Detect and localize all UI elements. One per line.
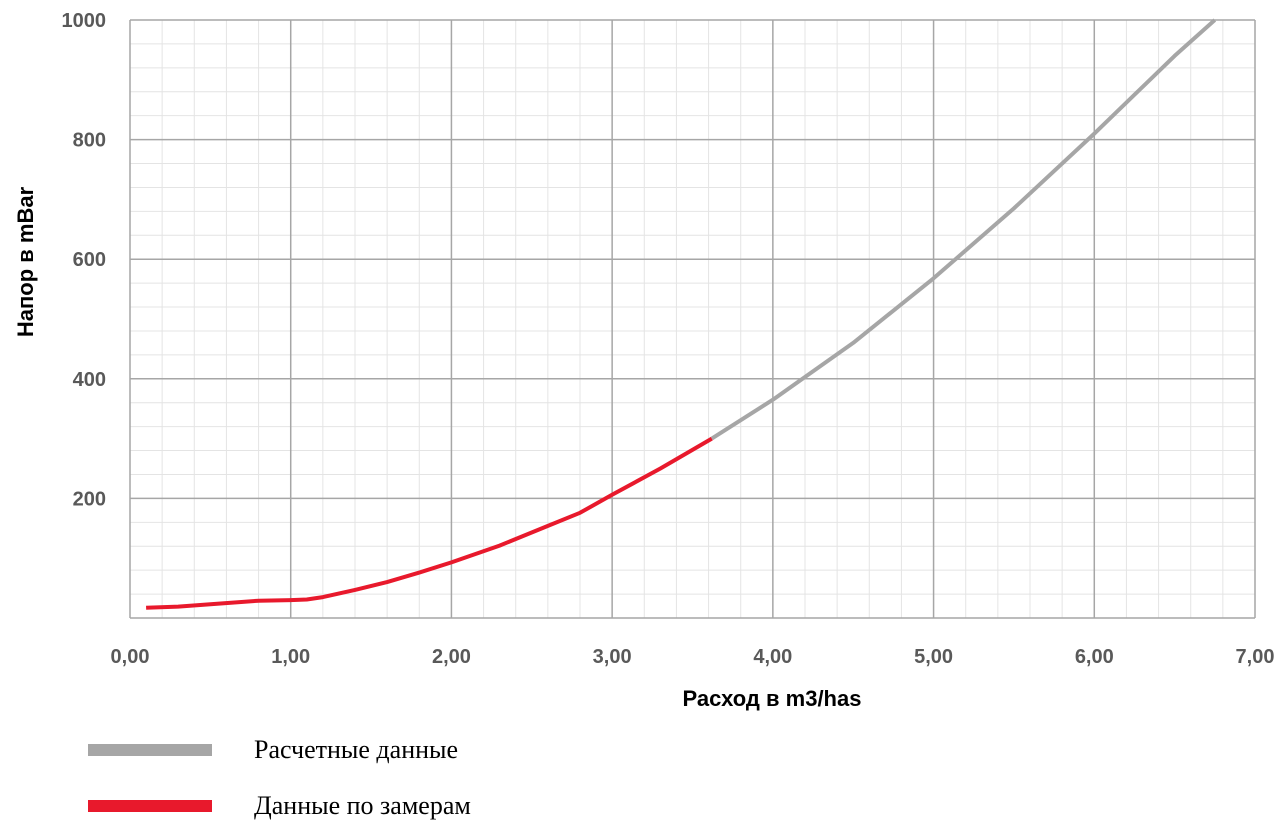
legend-swatch-1 bbox=[88, 800, 212, 812]
x-tick-label: 5,00 bbox=[914, 646, 953, 668]
series-line-0 bbox=[710, 18, 1217, 441]
x-tick-label: 7,00 bbox=[1236, 646, 1275, 668]
x-tick-label: 2,00 bbox=[432, 646, 471, 668]
y-tick-label: 800 bbox=[73, 130, 106, 152]
y-tick-label: 200 bbox=[73, 488, 106, 510]
y-axis-title: Напор в mBar bbox=[13, 186, 38, 337]
x-tick-label: 4,00 bbox=[753, 646, 792, 668]
legend-label-1: Данные по замерам bbox=[254, 791, 471, 820]
major-gridlines bbox=[130, 19, 1256, 618]
axes bbox=[129, 20, 1255, 619]
y-tick-label: 600 bbox=[73, 249, 106, 271]
y-tick-label: 1000 bbox=[62, 10, 107, 32]
x-tick-label: 3,00 bbox=[593, 646, 632, 668]
minor-gridlines bbox=[130, 20, 1255, 618]
y-tick-label: 400 bbox=[73, 369, 106, 391]
x-tick-label: 1,00 bbox=[271, 646, 310, 668]
series-line-1 bbox=[146, 436, 713, 610]
x-tick-label: 6,00 bbox=[1075, 646, 1114, 668]
tick-labels: 0,00 1,00 2,00 3,00 4,00 5,00 6,00 7,00 200 400 60… bbox=[62, 10, 1275, 668]
legend-label-0: Расчетные данные bbox=[254, 735, 458, 764]
series-lines bbox=[146, 18, 1217, 610]
x-tick-label: 0,00 bbox=[111, 646, 150, 668]
x-axis-title: Расход в m3/has bbox=[683, 686, 862, 711]
legend-swatch-0 bbox=[88, 744, 212, 756]
legend: Расчетные данные Данные по замерам bbox=[88, 735, 471, 820]
